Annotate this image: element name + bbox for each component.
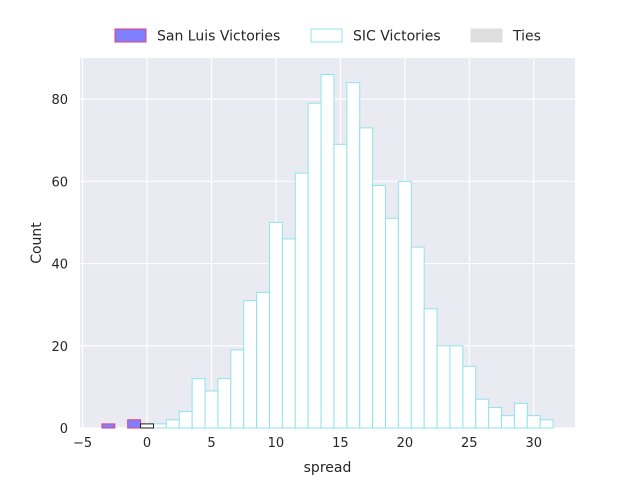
histogram-bar [320, 73, 335, 429]
histogram-bar [488, 406, 503, 429]
histogram-bar [513, 402, 528, 429]
histogram-bar [165, 419, 180, 429]
bars [101, 73, 554, 429]
legend-swatch [114, 28, 147, 43]
y-tick-labels: 0 20 40 60 80 [51, 93, 68, 437]
histogram-bar [243, 300, 258, 429]
histogram-bar [333, 143, 348, 429]
x-tick-labels: −5 0 5 10 15 20 25 30 [73, 436, 542, 451]
histogram-bar [140, 423, 154, 429]
legend-label: Ties [512, 29, 541, 45]
histogram-bar [501, 415, 515, 429]
histogram-bar [346, 82, 361, 429]
histogram-bar [178, 411, 193, 429]
histogram-bar [191, 378, 206, 429]
histogram-bar [526, 415, 541, 429]
histogram-bar [127, 419, 142, 429]
histogram-bar [449, 345, 464, 429]
x-axis-label: spread [304, 460, 352, 476]
histogram-bar [152, 423, 167, 429]
y-tick-label: 60 [51, 175, 68, 190]
histogram-bar [307, 102, 322, 429]
histogram-bar [436, 345, 451, 429]
x-tick-label: −5 [73, 436, 92, 451]
histogram-bar [268, 221, 283, 429]
histogram-bar [359, 127, 374, 429]
x-tick-label: 20 [397, 436, 414, 451]
histogram-bar [256, 291, 270, 429]
x-tick-label: 30 [525, 436, 542, 451]
legend-label: San Luis Victories [157, 29, 280, 45]
x-tick-label: 10 [268, 436, 285, 451]
y-tick-label: 0 [60, 422, 68, 437]
x-tick-label: 25 [461, 436, 478, 451]
histogram-bar [397, 180, 412, 429]
histogram-bar [294, 172, 309, 429]
histogram-bar [230, 349, 245, 429]
legend-swatch [470, 28, 503, 43]
x-tick-label: 0 [143, 436, 151, 451]
histogram-bar [217, 378, 232, 429]
legend-swatch [310, 28, 343, 43]
x-tick-label: 15 [332, 436, 349, 451]
x-tick-label: 5 [207, 436, 215, 451]
y-tick-label: 80 [51, 93, 68, 108]
histogram-bar [539, 419, 554, 429]
legend: San Luis Victories SIC Victories Ties [114, 28, 541, 45]
histogram-bar [372, 184, 387, 429]
y-tick-label: 20 [51, 340, 68, 355]
y-tick-label: 40 [51, 258, 68, 273]
histogram-bar [101, 423, 116, 429]
histogram-bar [410, 246, 425, 429]
histogram-bar [281, 238, 296, 429]
histogram-bar [475, 398, 490, 429]
y-axis-label: Count [29, 222, 45, 264]
legend-label: SIC Victories [353, 29, 441, 45]
histogram-bar [462, 365, 477, 429]
histogram-bar [385, 217, 399, 429]
histogram-bar [204, 390, 219, 429]
histogram-bar [423, 308, 438, 429]
